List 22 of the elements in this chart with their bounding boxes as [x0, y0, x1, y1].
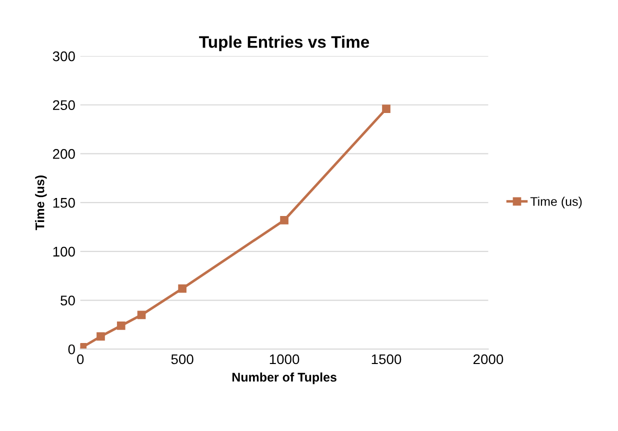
x-axis-title: Number of Tuples — [232, 372, 336, 384]
x-tick-label: 0 — [77, 354, 84, 364]
y-tick-label: 200 — [53, 149, 75, 159]
point — [96, 332, 105, 341]
point — [116, 321, 126, 330]
point — [178, 284, 186, 293]
y-tick-label: 50 — [60, 296, 75, 306]
y-tick-label: 150 — [53, 198, 75, 208]
x-tick-label: 500 — [171, 354, 194, 364]
x-tick-label: 1000 — [270, 354, 300, 364]
x-tick-label: 2000 — [473, 354, 504, 364]
y-tick-label: 300 — [52, 51, 75, 62]
legend-label: Time (us) — [530, 196, 582, 208]
y-tick-label: 0 — [68, 344, 75, 354]
y-tick-label: 250 — [53, 100, 75, 110]
y-tick-label: 100 — [53, 246, 75, 257]
x-tick-label: 1500 — [372, 354, 402, 364]
point — [137, 310, 146, 320]
chart-title: Tuple Entries vs Time — [199, 36, 370, 52]
point — [382, 104, 390, 113]
y-axis-title: Time (us) — [35, 176, 47, 230]
point — [280, 216, 288, 224]
